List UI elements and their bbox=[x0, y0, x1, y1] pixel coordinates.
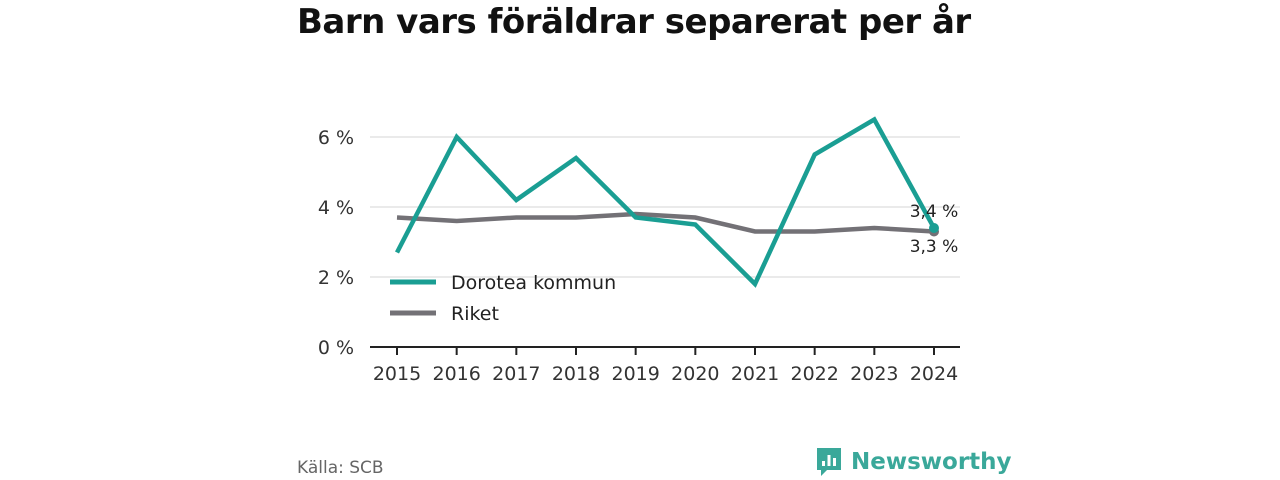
x-tick-label: 2024 bbox=[910, 363, 958, 385]
series-line-riket bbox=[396, 211, 935, 234]
x-tick-label: 2018 bbox=[552, 363, 600, 385]
x-tick-label: 2023 bbox=[850, 363, 898, 385]
brand-name: Newsworthy bbox=[851, 449, 1012, 475]
newsworthy-logo-icon bbox=[817, 448, 841, 476]
x-tick-label: 2022 bbox=[790, 363, 838, 385]
x-tick-label: 2017 bbox=[492, 363, 540, 385]
x-tick-label: 2021 bbox=[731, 363, 779, 385]
x-tick-label: 2020 bbox=[671, 363, 719, 385]
series-line-dorotea bbox=[395, 116, 936, 288]
end-value-label-riket: 3,3 % bbox=[910, 237, 959, 257]
y-tick-label: 0 % bbox=[318, 337, 354, 359]
y-tick-label: 2 % bbox=[318, 267, 354, 289]
chart-title: Barn vars föräldrar separerat per år bbox=[297, 2, 971, 42]
x-tick-label: 2015 bbox=[373, 363, 421, 385]
x-tick-label: 2016 bbox=[432, 363, 480, 385]
legend-label-riket: Riket bbox=[451, 303, 499, 325]
source-note: Källa: SCB bbox=[297, 458, 384, 478]
legend-label-dorotea: Dorotea kommun bbox=[451, 272, 616, 294]
y-tick-label: 4 % bbox=[318, 197, 354, 219]
y-tick-label: 6 % bbox=[318, 127, 354, 149]
brand-logo: Newsworthy bbox=[815, 446, 1012, 478]
series-end-point-dorotea bbox=[929, 223, 939, 233]
end-value-label-dorotea: 3,4 % bbox=[910, 202, 959, 222]
x-tick-label: 2019 bbox=[611, 363, 659, 385]
